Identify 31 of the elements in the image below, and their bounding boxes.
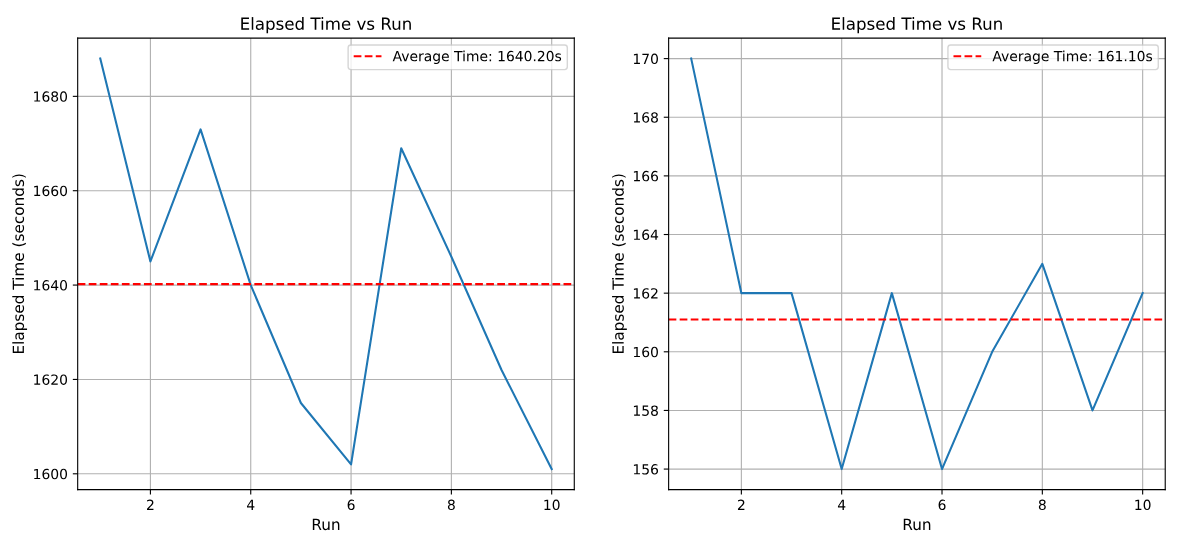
x-tick-label: 8	[447, 499, 455, 511]
x-tick-label: 8	[1038, 499, 1046, 511]
y-tick-label: 1600	[34, 468, 68, 480]
x-axis-title: Run	[312, 518, 340, 531]
y-tick-label: 1620	[34, 374, 68, 385]
x-tick-label: 2	[737, 499, 745, 510]
y-tick-label: 1640	[34, 280, 68, 291]
x-tick-label: 6	[347, 499, 355, 511]
x-tick-label: 4	[837, 499, 846, 510]
x-tick-label: 4	[247, 499, 255, 510]
y-tick-label: 1680	[34, 91, 68, 102]
y-tick-label: 160	[633, 346, 658, 358]
y-tick-label: 1660	[34, 185, 68, 197]
x-axis-title: Run	[903, 518, 931, 531]
x-tick-label: 10	[544, 499, 560, 511]
x-tick-label: 10	[1135, 499, 1151, 511]
legend-label: Average Time: 161.10s	[992, 50, 1153, 65]
x-tick-label: 6	[938, 499, 946, 511]
x-tick-label: 2	[147, 499, 154, 510]
y-tick-label: 170	[633, 53, 658, 65]
y-tick-label: 158	[633, 405, 658, 416]
y-tick-label: 164	[633, 229, 659, 240]
y-axis-title: Elapsed Time (seconds)	[12, 174, 28, 354]
y-tick-label: 168	[633, 112, 658, 123]
y-tick-label: 156	[633, 464, 659, 475]
y-tick-label: 162	[633, 288, 658, 299]
y-tick-label: 166	[633, 170, 659, 182]
chart-title: Elapsed Time vs Run	[832, 17, 1002, 34]
y-axis-title: Elapsed Time (seconds)	[612, 174, 627, 354]
chart-title: Elapsed Time vs Run	[241, 17, 411, 34]
legend-label: Average Time: 1640.20s	[392, 50, 562, 65]
